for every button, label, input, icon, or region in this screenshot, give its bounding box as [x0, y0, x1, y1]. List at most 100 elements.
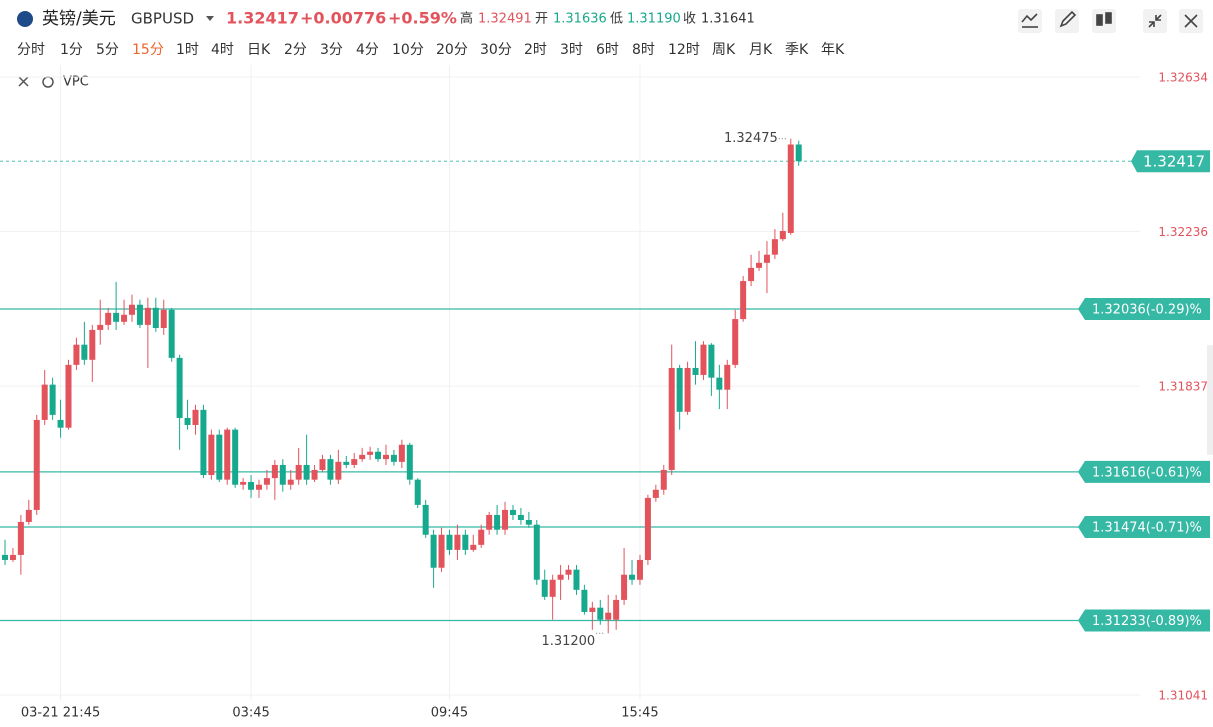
y-tick-label: 1.32236: [1158, 225, 1208, 239]
level-label: 1.31474(-0.71)%: [1092, 520, 1202, 535]
candle-body: [700, 344, 707, 375]
candle-body: [748, 267, 755, 282]
high-value: 1.32491: [478, 12, 532, 27]
last-price-tag: [1131, 150, 1210, 173]
candle-body: [279, 464, 286, 485]
x-tick-label: 09:45: [431, 706, 468, 721]
candle-body: [271, 464, 278, 479]
timeframe-tab[interactable]: 15分: [132, 42, 164, 58]
timeframe-tab[interactable]: 30分: [480, 42, 512, 58]
candle-body: [478, 529, 485, 545]
candle-body: [81, 344, 88, 360]
timeframe-tab[interactable]: 3分: [320, 42, 343, 58]
candle-body: [390, 454, 397, 462]
timeframe-tab[interactable]: 年K: [821, 42, 845, 58]
timeframe-tab[interactable]: 周K: [712, 42, 736, 58]
timeframe-tab[interactable]: 8时: [632, 42, 655, 58]
candle-body: [335, 461, 342, 480]
candle-body: [557, 574, 564, 580]
timeframe-tab[interactable]: 月K: [749, 42, 773, 58]
low-marker-label: 1.31200: [541, 634, 595, 649]
candle-body: [446, 534, 453, 550]
close-value: 1.31641: [701, 12, 755, 27]
timeframe-tab[interactable]: 1时: [176, 42, 199, 58]
candle-body: [89, 329, 96, 360]
candle-body: [398, 444, 405, 462]
timeframe-tab[interactable]: 2时: [524, 42, 547, 58]
candle-body: [676, 367, 683, 412]
candle-body: [97, 324, 104, 330]
high-marker-label: 1.32475: [724, 131, 778, 146]
candle-body: [565, 569, 572, 575]
candle-body: [629, 574, 636, 580]
side-handle[interactable]: [1207, 345, 1213, 455]
candle-body: [779, 231, 786, 240]
candle-body: [17, 521, 24, 555]
candle-body: [359, 454, 366, 460]
candle-body: [25, 509, 32, 522]
candle-body: [787, 144, 794, 233]
candle-body: [684, 367, 691, 412]
timeframe-tab[interactable]: 分时: [17, 42, 45, 58]
candle-body: [327, 459, 334, 480]
timeframe-tab[interactable]: 4分: [356, 42, 379, 58]
candle-body: [255, 484, 262, 490]
timeframe-tab[interactable]: 季K: [785, 42, 809, 58]
level-tag: [1078, 460, 1210, 483]
candle-body: [57, 419, 64, 428]
y-tick-label: 1.31041: [1158, 688, 1208, 702]
indicator-settings[interactable]: [42, 76, 54, 88]
symbol-dropdown[interactable]: [206, 16, 214, 21]
open-value: 1.31636: [553, 12, 607, 27]
close-button[interactable]: [1179, 9, 1203, 33]
x-tick-label: 03:45: [232, 706, 269, 721]
candle-body: [763, 254, 770, 263]
candle-body: [756, 262, 763, 268]
price-change-pct: +0.59%: [388, 9, 457, 28]
timeframe-tab[interactable]: 6时: [596, 42, 619, 58]
timeframe-tab[interactable]: 日K: [247, 42, 271, 58]
candle-body: [406, 444, 413, 480]
level-label: 1.32036(-0.29)%: [1092, 302, 1202, 317]
candle-body: [716, 377, 723, 390]
chart-type-button[interactable]: [1092, 9, 1116, 33]
timeframe-tab[interactable]: 12时: [668, 42, 700, 58]
candle-body: [422, 504, 429, 535]
remove-indicator[interactable]: [18, 76, 29, 87]
indicator-name: VPC: [63, 75, 89, 90]
symbol-code[interactable]: GBPUSD: [131, 10, 194, 28]
candle-body: [708, 344, 715, 378]
symbol-icon: [17, 11, 33, 27]
candle-body: [232, 429, 239, 485]
candle-body: [636, 559, 643, 580]
candle-body: [41, 384, 48, 420]
candle-body: [216, 434, 223, 480]
candle-body: [343, 461, 350, 465]
candle-body: [517, 514, 524, 521]
draw-button[interactable]: [1055, 9, 1079, 33]
timeframe-tab[interactable]: 10分: [392, 42, 424, 58]
timeframe-tab[interactable]: 20分: [436, 42, 468, 58]
candle-body: [351, 459, 358, 465]
fullscreen-button[interactable]: [1143, 9, 1167, 33]
candle-body: [621, 574, 628, 600]
timeframe-tab[interactable]: 5分: [96, 42, 119, 58]
timeframe-tab[interactable]: 3时: [560, 42, 583, 58]
candle-body: [605, 612, 612, 620]
candle-body: [303, 464, 310, 480]
timeframe-tab[interactable]: 1分: [60, 42, 83, 58]
candle-body: [382, 454, 389, 460]
indicator-button[interactable]: [1018, 9, 1042, 33]
plot-area: 1.32634 1.32236 1.31837 1.31041 03-21 21:45 0…: [0, 65, 1210, 721]
candle-body: [105, 312, 112, 325]
level-tag: [1078, 515, 1210, 538]
candle-body: [2, 554, 9, 560]
x-tick-label: 03-21 21:45: [21, 706, 100, 721]
candle-body: [771, 239, 778, 255]
candle-body: [692, 367, 699, 375]
timeframe-tab[interactable]: 4时: [211, 42, 234, 58]
candle-body: [287, 479, 294, 485]
candle-body: [462, 534, 469, 550]
timeframe-tab[interactable]: 2分: [284, 42, 307, 58]
candle-body: [73, 344, 80, 365]
